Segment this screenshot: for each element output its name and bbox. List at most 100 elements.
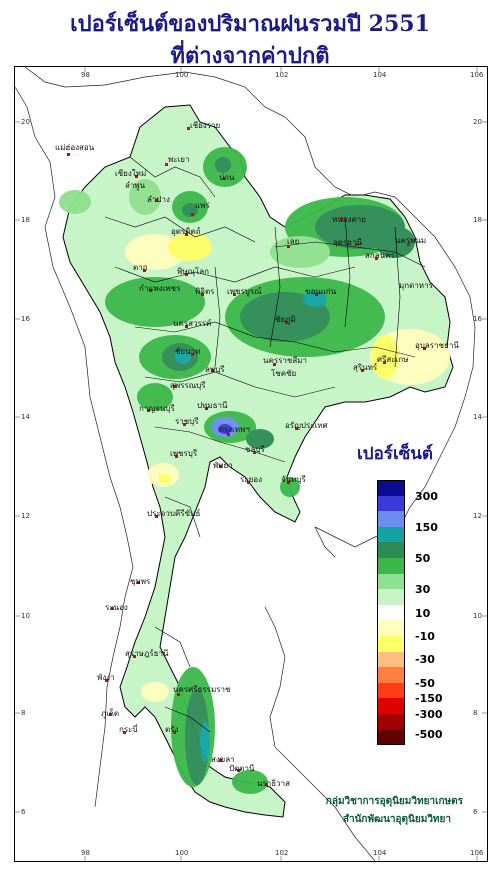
station-marker: [123, 731, 126, 734]
place-label: สุราษฎร์ธานี: [125, 649, 169, 658]
place-label: สุรินทร์: [353, 363, 378, 372]
station-marker: [287, 481, 290, 484]
place-label: เชียงใหม่: [115, 169, 147, 178]
place-label: เพชรบุรี: [170, 449, 198, 458]
lon-tick: 102: [275, 849, 289, 857]
place-label: ศรีสะเกษ: [377, 355, 409, 364]
station-marker: [237, 769, 240, 772]
legend-swatch: [377, 480, 405, 496]
place-label: หนองคาย: [332, 215, 366, 224]
legend-swatch: [377, 573, 405, 590]
place-label: อุดรธานี: [333, 238, 363, 247]
lat-tick: 18: [473, 216, 482, 224]
lat-tick: 8: [473, 709, 478, 717]
station-marker: [185, 273, 188, 276]
station-marker: [361, 369, 364, 372]
station-marker: [173, 731, 176, 734]
place-label: แพร่: [195, 201, 210, 210]
station-marker: [340, 217, 343, 220]
station-marker: [287, 245, 290, 248]
legend-label: -300: [415, 708, 443, 721]
lon-tick: 100: [175, 849, 189, 857]
lat-tick: 12: [21, 512, 30, 520]
station-marker: [375, 257, 378, 260]
station-marker: [205, 407, 208, 410]
place-label: ปทุมธานี: [197, 401, 228, 410]
legend-label: -500: [415, 728, 443, 742]
station-marker: [253, 451, 256, 454]
place-label: ขอนแก่น: [305, 287, 337, 296]
legend-label: 150: [415, 520, 438, 534]
lat-tick: 18: [21, 216, 30, 224]
place-label: กำแพงเพชร: [139, 284, 181, 293]
place-label: สงขลา: [211, 755, 235, 764]
place-label: ชัยภูมิ: [275, 315, 296, 324]
station-marker: [177, 693, 180, 696]
lat-tick: 20: [21, 118, 30, 126]
place-label: อุบลราชธานี: [415, 341, 459, 350]
station-marker: [185, 325, 188, 328]
legend-swatch: [377, 651, 405, 668]
station-marker: [185, 233, 188, 236]
place-label: สกลนคร: [365, 251, 395, 260]
legend-label: -30: [415, 653, 435, 667]
legend-swatch: [377, 495, 405, 512]
lat-tick: 14: [473, 413, 482, 421]
legend-swatch: [377, 589, 405, 605]
lat-tick: 12: [473, 512, 482, 520]
station-marker: [383, 361, 386, 364]
lat-tick: 10: [473, 612, 482, 620]
place-label: มุกดาหาร: [399, 281, 433, 290]
station-marker: [105, 679, 108, 682]
station-marker: [155, 199, 158, 202]
place-label: กรุงเทพฯ: [219, 425, 250, 434]
station-marker: [67, 153, 70, 156]
place-label: พังงา: [97, 673, 115, 682]
station-marker: [175, 455, 178, 458]
place-label: ลพบุรี: [205, 365, 225, 374]
station-marker: [137, 581, 140, 584]
place-label: นราธิวาส: [257, 779, 291, 788]
place-label: ชัยนาท: [175, 347, 201, 356]
station-marker: [191, 353, 194, 356]
place-label: นครพนม: [395, 236, 427, 245]
place-label: กาญจนบุรี: [139, 404, 175, 413]
station-marker: [135, 175, 138, 178]
station-marker: [133, 655, 136, 658]
station-marker: [149, 289, 152, 292]
place-label: พะเยา: [168, 155, 190, 164]
place-label: ระยอง: [240, 475, 262, 484]
station-marker: [223, 177, 226, 180]
map-frame: 98 100 102 104 106 98 100 102 104 106 20…: [14, 66, 488, 862]
map-title-line2: ที่ต่างจากค่าปกติ: [170, 43, 330, 69]
place-label: ชลบุรี: [245, 445, 265, 454]
lon-tick: 98: [81, 71, 90, 79]
place-label: สุพรรณบุรี: [170, 381, 206, 390]
station-marker: [183, 423, 186, 426]
station-marker: [219, 759, 222, 762]
station-marker: [227, 433, 230, 436]
station-marker: [407, 243, 410, 246]
place-label: แม่ฮ่องสอน: [55, 143, 95, 152]
station-marker: [147, 409, 150, 412]
station-marker: [423, 347, 426, 350]
thailand-rainfall-map: [15, 67, 487, 861]
place-label: ระนอง: [105, 603, 128, 612]
legend-swatch: [377, 714, 405, 730]
station-marker: [355, 243, 358, 246]
station-marker: [273, 363, 276, 366]
station-marker: [191, 213, 194, 216]
legend-label: -50: [415, 676, 435, 690]
legend-swatch: [377, 604, 405, 621]
station-marker: [201, 293, 204, 296]
place-label: อุตรดิตถ์: [171, 227, 201, 236]
place-label: ประจวบคีรีขันธ์: [147, 509, 201, 518]
map-title-line1: เปอร์เซ็นต์ของปริมาณฝนรวมปี 2551: [70, 11, 430, 37]
station-marker: [173, 385, 176, 388]
legend-swatch: [377, 636, 405, 652]
place-label: โชคชัย: [271, 369, 297, 378]
station-marker: [265, 783, 268, 786]
lat-tick: 16: [21, 315, 30, 323]
place-label: พิษณุโลก: [177, 267, 210, 276]
place-label: เลย: [287, 237, 300, 246]
